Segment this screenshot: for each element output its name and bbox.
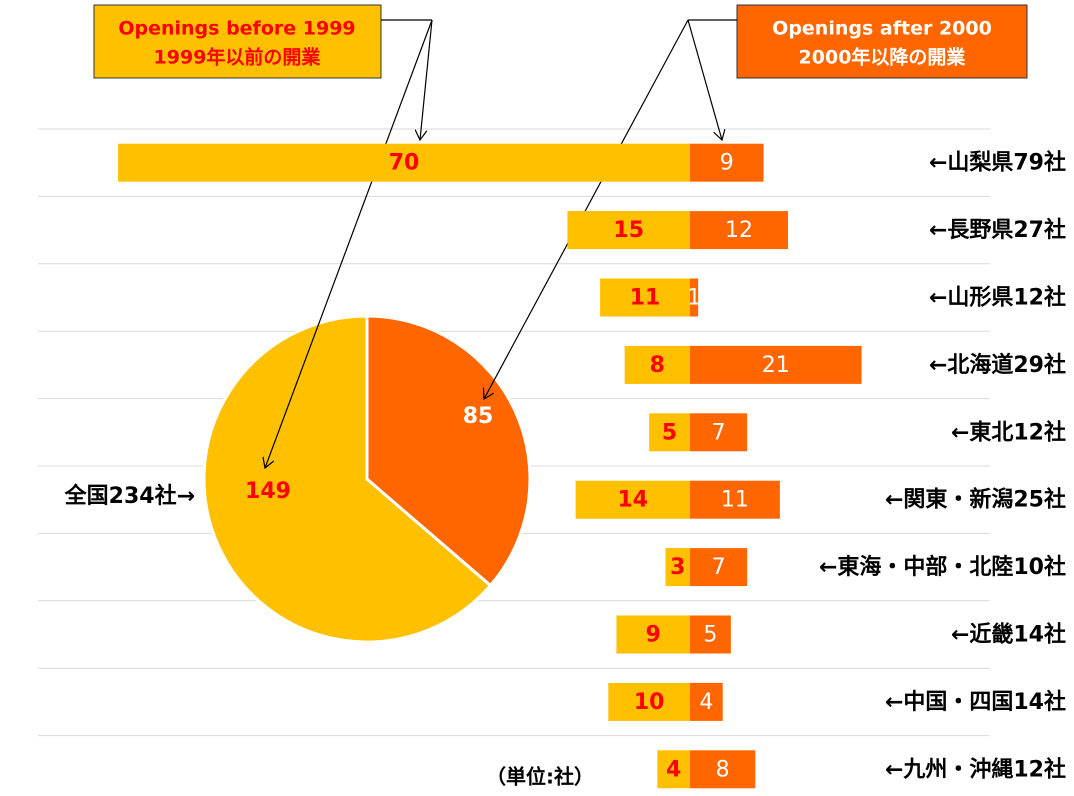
category-label: ←山梨県79社 bbox=[929, 150, 1066, 176]
legend-box-after bbox=[736, 4, 1028, 79]
bar bbox=[690, 750, 756, 789]
category-label: ←関東・新潟25社 bbox=[885, 487, 1066, 513]
bar-value-label: 5 bbox=[662, 420, 677, 445]
bar-value-label: 11 bbox=[721, 488, 749, 513]
bar-value-label: 9 bbox=[720, 151, 734, 176]
category-label: ←北海道29社 bbox=[929, 352, 1066, 378]
category-label: ←東海・中部・北陸10社 bbox=[819, 554, 1066, 580]
bar bbox=[567, 211, 690, 250]
legend-sublabel: 1999年以前の開業 bbox=[154, 46, 322, 69]
bar bbox=[690, 682, 723, 721]
bar bbox=[690, 143, 764, 182]
pie-slice bbox=[202, 314, 493, 644]
bar bbox=[690, 345, 862, 384]
category-label: ←中国・四国14社 bbox=[885, 689, 1066, 715]
callout-arrow bbox=[420, 19, 433, 140]
category-label: ←東北12社 bbox=[951, 419, 1066, 445]
pie-label: 全国234社→ bbox=[64, 483, 195, 509]
bar bbox=[608, 682, 690, 721]
bar-value-label: 8 bbox=[716, 757, 730, 782]
legend-box-before bbox=[93, 4, 382, 79]
bar-value-label: 4 bbox=[666, 757, 681, 782]
bar-value-label: 9 bbox=[646, 623, 661, 648]
bar bbox=[665, 548, 690, 587]
bar-value-label: 11 bbox=[630, 286, 661, 311]
bar bbox=[118, 143, 691, 182]
bar bbox=[575, 480, 690, 519]
bar bbox=[600, 278, 690, 317]
bar-value-label: 21 bbox=[762, 353, 790, 378]
legend-sublabel: 2000年以降の開業 bbox=[799, 46, 967, 69]
unit-note: （単位:社） bbox=[486, 765, 594, 789]
category-label: ←長野県27社 bbox=[929, 217, 1066, 243]
bar bbox=[649, 413, 690, 452]
callout-arrow bbox=[265, 19, 433, 468]
bar-value-label: 10 bbox=[634, 690, 665, 715]
legend-label: Openings after 2000 bbox=[772, 18, 992, 40]
bar-value-label: 15 bbox=[613, 218, 644, 243]
category-label: ←近畿14社 bbox=[951, 622, 1066, 648]
bar-value-label: 4 bbox=[699, 690, 713, 715]
pie-value-label: 85 bbox=[463, 404, 494, 429]
bar-value-label: 5 bbox=[703, 623, 717, 648]
bar-value-label: 12 bbox=[725, 218, 753, 243]
bar-value-label: 1 bbox=[687, 286, 701, 311]
callout-arrow bbox=[484, 19, 689, 399]
bar-value-label: 3 bbox=[670, 555, 685, 580]
bar-value-label: 7 bbox=[712, 555, 726, 580]
bar bbox=[616, 615, 690, 654]
category-label: ←山形県12社 bbox=[929, 285, 1066, 311]
callout-arrow bbox=[687, 19, 722, 140]
legend-label: Openings before 1999 bbox=[118, 18, 355, 40]
callout-arrows bbox=[265, 19, 737, 468]
bar bbox=[690, 548, 748, 587]
bar-value-label: 14 bbox=[617, 488, 648, 513]
bar-value-label: 8 bbox=[650, 353, 665, 378]
bar bbox=[690, 278, 699, 317]
bar bbox=[657, 750, 690, 789]
pie-value-label: 149 bbox=[245, 479, 291, 504]
bar bbox=[690, 615, 731, 654]
bar-value-label: 70 bbox=[389, 151, 420, 176]
legend: Openings before 1999 1999年以前の開業 Openings… bbox=[93, 4, 1028, 79]
bar-value-label: 7 bbox=[712, 420, 726, 445]
bar bbox=[690, 413, 748, 452]
bar bbox=[690, 211, 789, 250]
pie-slice bbox=[365, 314, 532, 588]
bar bbox=[624, 345, 690, 384]
bar bbox=[690, 480, 780, 519]
category-label: ←九州・沖縄12社 bbox=[885, 756, 1066, 782]
